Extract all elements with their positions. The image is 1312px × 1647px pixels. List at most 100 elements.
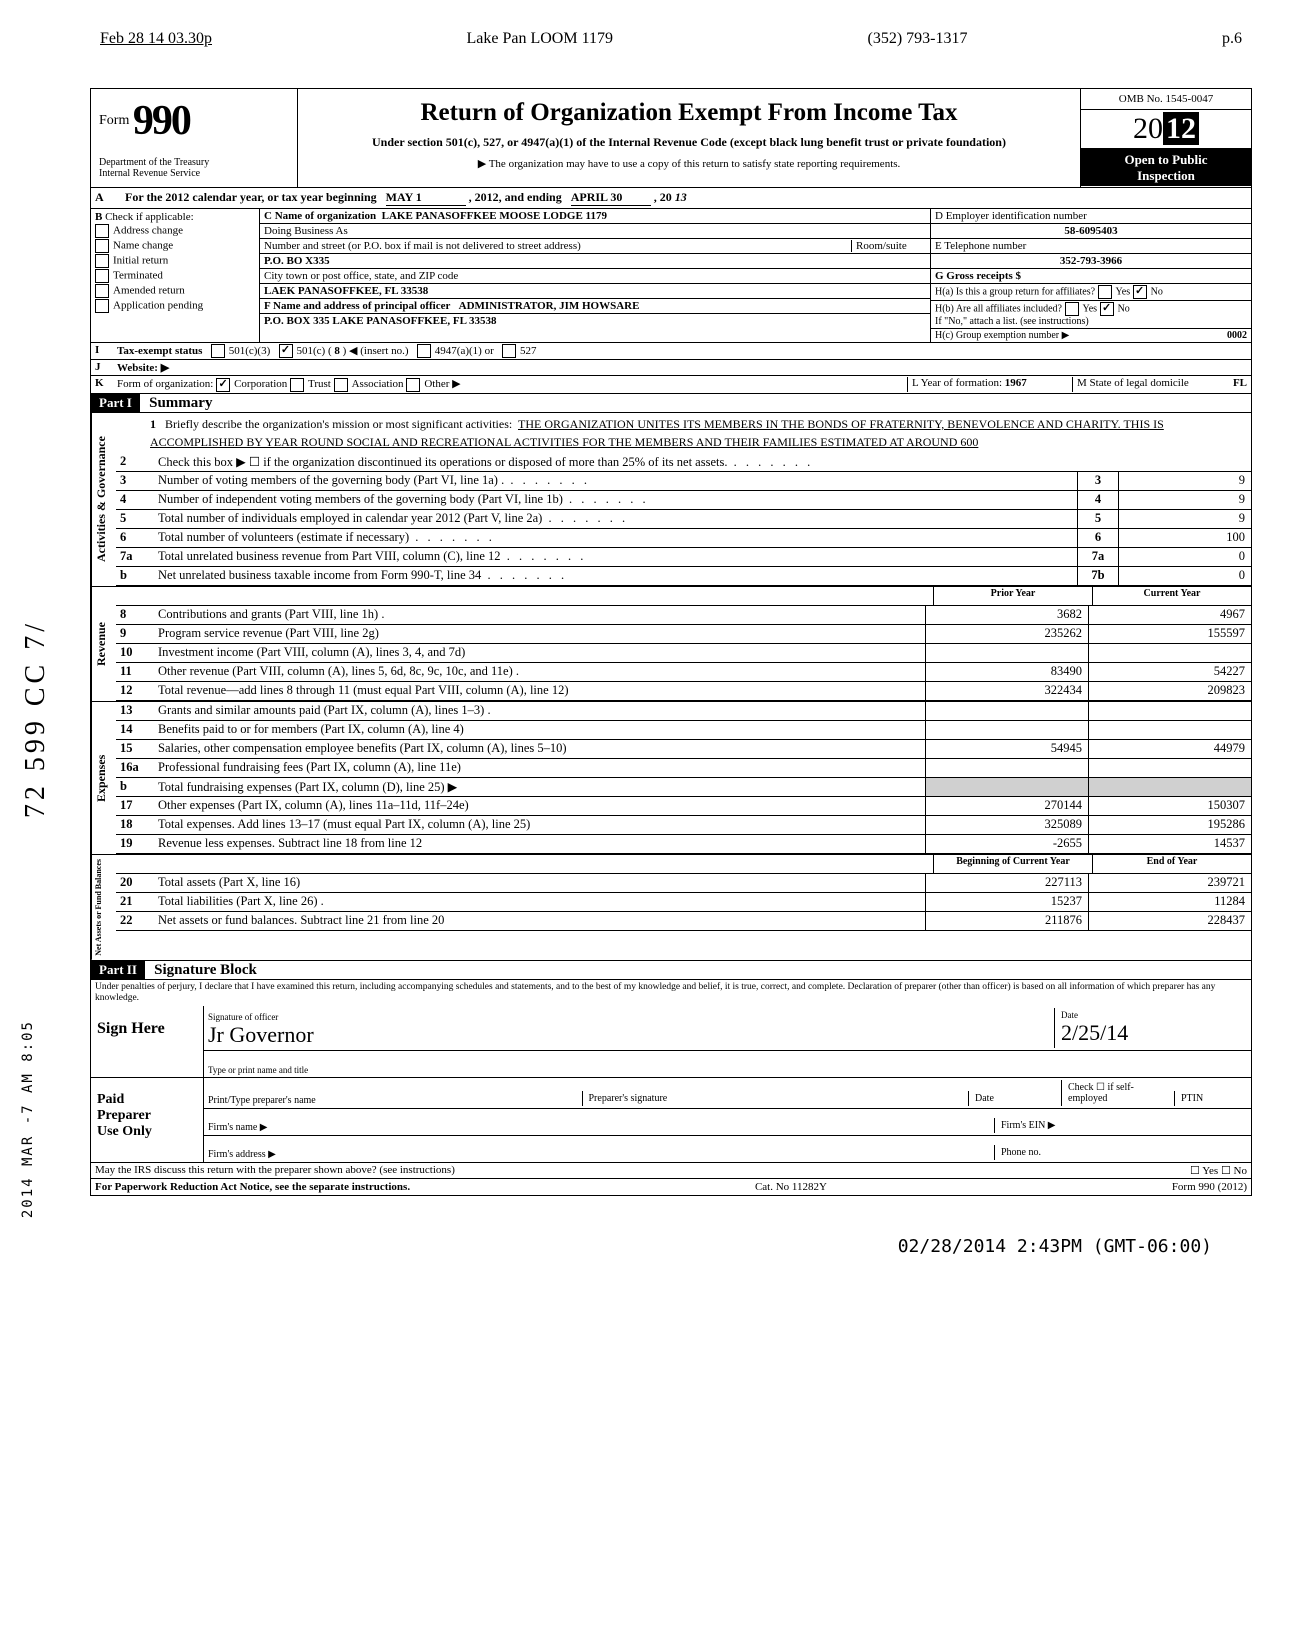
net-assets-section: Net Assets or Fund Balances Beginning of… bbox=[91, 854, 1251, 961]
summary-line: 9Program service revenue (Part VIII, lin… bbox=[116, 625, 1251, 644]
phone: 352-793-3966 bbox=[1060, 255, 1122, 267]
tax-year-begin: MAY 1 bbox=[386, 190, 466, 206]
col-current-year: Current Year bbox=[1092, 587, 1251, 605]
column-c: C Name of organization LAKE PANASOFFKEE … bbox=[260, 209, 931, 342]
sign-here-block: Sign Here Signature of officer Jr Govern… bbox=[91, 1006, 1251, 1078]
chk-amended[interactable]: Amended return bbox=[113, 285, 185, 297]
summary-line: bNet unrelated business taxable income f… bbox=[116, 567, 1251, 586]
paid-preparer-block: PaidPreparerUse Only Print/Type preparer… bbox=[91, 1078, 1251, 1163]
summary-line: bTotal fundraising expenses (Part IX, co… bbox=[116, 778, 1251, 797]
part-2-header: Part II Signature Block bbox=[91, 961, 1251, 980]
row-a: A For the 2012 calendar year, or tax yea… bbox=[91, 188, 1251, 209]
form-label: Form bbox=[99, 113, 129, 128]
penalties-statement: Under penalties of perjury, I declare th… bbox=[91, 980, 1251, 1007]
irs-discuss-row: May the IRS discuss this return with the… bbox=[91, 1163, 1251, 1179]
ein: 58-6095403 bbox=[1064, 225, 1117, 237]
open-to-public: Open to Public Inspection bbox=[1081, 149, 1251, 186]
fax-header: Feb 28 14 03.30p Lake Pan LOOM 1179 (352… bbox=[90, 30, 1252, 48]
dept-treasury: Department of the Treasury bbox=[99, 157, 289, 168]
fax-page: p.6 bbox=[1222, 30, 1242, 48]
summary-line: 10Investment income (Part VIII, column (… bbox=[116, 644, 1251, 663]
summary-line: 11Other revenue (Part VIII, column (A), … bbox=[116, 663, 1251, 682]
summary-line: 16aProfessional fundraising fees (Part I… bbox=[116, 759, 1251, 778]
fax-footer-timestamp: 02/28/2014 2:43PM (GMT-06:00) bbox=[90, 1236, 1252, 1257]
activities-governance-section: Activities & Governance 1 Briefly descri… bbox=[91, 413, 1251, 586]
officer-signature: Jr Governor bbox=[208, 1022, 314, 1047]
dept-irs: Internal Revenue Service bbox=[99, 168, 289, 179]
chk-address-change[interactable]: Address change bbox=[113, 225, 183, 237]
revenue-section: Revenue Prior Year Current Year 8Contrib… bbox=[91, 586, 1251, 701]
fax-timestamp: Feb 28 14 03.30p bbox=[100, 30, 212, 48]
summary-line: 14Benefits paid to or for members (Part … bbox=[116, 721, 1251, 740]
summary-line: 15Salaries, other compensation employee … bbox=[116, 740, 1251, 759]
col-end-year: End of Year bbox=[1092, 855, 1251, 873]
block-b-through-h: B Check if applicable: Address change Na… bbox=[91, 209, 1251, 343]
col-prior-year: Prior Year bbox=[933, 587, 1092, 605]
summary-line: 6Total number of volunteers (estimate if… bbox=[116, 529, 1251, 548]
label-a: A bbox=[91, 188, 121, 208]
tax-year-end-yr: 13 bbox=[675, 190, 687, 204]
mission-block: 1 Briefly describe the organization's mi… bbox=[116, 413, 1251, 453]
title-row: Form 990 Department of the Treasury Inte… bbox=[91, 89, 1251, 188]
footer-row: For Paperwork Reduction Act Notice, see … bbox=[91, 1179, 1251, 1195]
summary-line: 21Total liabilities (Part X, line 26) .1… bbox=[116, 893, 1251, 912]
title-center: Return of Organization Exempt From Incom… bbox=[298, 89, 1080, 187]
summary-line: 5Total number of individuals employed in… bbox=[116, 510, 1251, 529]
row-k: K Form of organization: ✓Corporation Tru… bbox=[91, 376, 1251, 393]
main-title: Return of Organization Exempt From Incom… bbox=[308, 99, 1070, 127]
side-label-net-assets: Net Assets or Fund Balances bbox=[91, 855, 116, 960]
summary-line: 2Check this box ▶ ☐ if the organization … bbox=[116, 453, 1251, 472]
subtitle: Under section 501(c), 527, or 4947(a)(1)… bbox=[308, 135, 1070, 151]
form-number-box: Form 990 Department of the Treasury Inte… bbox=[91, 89, 298, 187]
column-d-g-h: D Employer identification number 58-6095… bbox=[931, 209, 1251, 342]
state-domicile: FL bbox=[1233, 377, 1247, 389]
year-formation: 1967 bbox=[1005, 377, 1027, 389]
dba-line: Doing Business As bbox=[260, 224, 930, 239]
summary-line: 19Revenue less expenses. Subtract line 1… bbox=[116, 835, 1251, 854]
tax-year: 2012 bbox=[1081, 110, 1251, 149]
chk-app-pending[interactable]: Application pending bbox=[113, 300, 203, 312]
summary-line: 3Number of voting members of the governi… bbox=[116, 472, 1251, 491]
row-j: J Website: ▶ bbox=[91, 360, 1251, 376]
tax-year-end: APRIL 30 bbox=[571, 190, 651, 206]
city-state-zip: LAEK PANASOFFKEE, FL 33538 bbox=[264, 285, 428, 297]
summary-line: 13Grants and similar amounts paid (Part … bbox=[116, 702, 1251, 721]
chk-name-change[interactable]: Name change bbox=[113, 240, 173, 252]
side-label-revenue: Revenue bbox=[91, 587, 116, 701]
pra-notice: For Paperwork Reduction Act Notice, see … bbox=[95, 1181, 410, 1193]
column-b: B Check if applicable: Address change Na… bbox=[91, 209, 260, 342]
handwritten-margin-note: 72 599 CC 7/ bbox=[20, 620, 52, 818]
signature-date: 2/25/14 bbox=[1061, 1020, 1128, 1045]
form-number: 990 bbox=[133, 97, 190, 145]
form-990-container: Form 990 Department of the Treasury Inte… bbox=[90, 88, 1252, 1196]
type-print-name: Type or print name and title bbox=[204, 1051, 1251, 1077]
gross-receipts: G Gross receipts $ bbox=[935, 270, 1021, 282]
fax-phone: (352) 793-1317 bbox=[868, 30, 968, 48]
summary-line: 8Contributions and grants (Part VIII, li… bbox=[116, 606, 1251, 625]
summary-line: 12Total revenue—add lines 8 through 11 (… bbox=[116, 682, 1251, 701]
501c-number: 8 bbox=[334, 345, 340, 357]
arrow-note: ▶ The organization may have to use a cop… bbox=[308, 157, 1070, 170]
summary-line: 17Other expenses (Part IX, column (A), l… bbox=[116, 797, 1251, 816]
summary-line: 7aTotal unrelated business revenue from … bbox=[116, 548, 1251, 567]
sign-here-label: Sign Here bbox=[91, 1006, 204, 1077]
side-label-expenses: Expenses bbox=[91, 702, 116, 854]
side-label-governance: Activities & Governance bbox=[91, 413, 116, 586]
omb-box: OMB No. 1545-0047 2012 Open to Public In… bbox=[1080, 89, 1251, 187]
cat-number: Cat. No 11282Y bbox=[755, 1181, 827, 1193]
page: Feb 28 14 03.30p Lake Pan LOOM 1179 (352… bbox=[0, 0, 1312, 1287]
row-i: I Tax-exempt status 501(c)(3) ✓501(c) ( … bbox=[91, 343, 1251, 360]
chk-terminated[interactable]: Terminated bbox=[113, 270, 163, 282]
omb-number: OMB No. 1545-0047 bbox=[1081, 89, 1251, 110]
form-version: Form 990 (2012) bbox=[1172, 1181, 1247, 1193]
summary-line: 4Number of independent voting members of… bbox=[116, 491, 1251, 510]
chk-initial-return[interactable]: Initial return bbox=[113, 255, 168, 267]
expenses-section: Expenses 13Grants and similar amounts pa… bbox=[91, 701, 1251, 854]
principal-officer: ADMINISTRATOR, JIM HOWSARE bbox=[459, 300, 640, 312]
street-address: P.O. BO X335 bbox=[264, 255, 330, 267]
summary-line: 22Net assets or fund balances. Subtract … bbox=[116, 912, 1251, 931]
officer-address: P.O. BOX 335 LAKE PANASOFFKEE, FL 33538 bbox=[264, 315, 497, 327]
group-exemption: 0002 bbox=[1227, 330, 1247, 341]
org-name: LAKE PANASOFFKEE MOOSE LODGE 1179 bbox=[382, 210, 607, 222]
col-beginning-year: Beginning of Current Year bbox=[933, 855, 1092, 873]
